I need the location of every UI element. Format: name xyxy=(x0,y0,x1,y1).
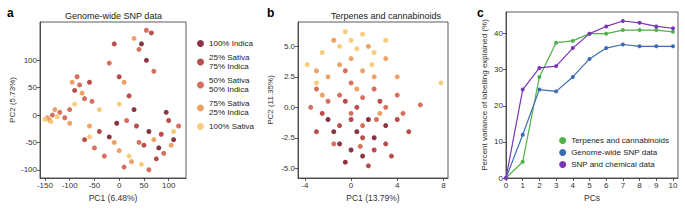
svg-text:5.0: 5.0 xyxy=(284,42,296,51)
svg-text:Terpenes and cannabinoids: Terpenes and cannabinoids xyxy=(331,11,442,21)
svg-text:-100: -100 xyxy=(62,181,79,190)
svg-text:4: 4 xyxy=(395,181,400,190)
svg-text:10: 10 xyxy=(669,181,678,190)
svg-text:100% Indica: 100% Indica xyxy=(209,39,254,48)
svg-text:0: 0 xyxy=(504,181,509,190)
svg-text:b: b xyxy=(267,6,274,20)
svg-text:8: 8 xyxy=(637,181,642,190)
svg-text:25% Indica: 25% Indica xyxy=(209,108,249,117)
svg-text:-50: -50 xyxy=(25,138,37,147)
svg-text:-100: -100 xyxy=(21,165,38,174)
svg-text:50% Indica: 50% Indica xyxy=(209,85,249,94)
svg-text:3: 3 xyxy=(554,181,559,190)
svg-text:6: 6 xyxy=(604,181,609,190)
svg-text:75% Indica: 75% Indica xyxy=(209,62,249,71)
svg-text:50% Sativa: 50% Sativa xyxy=(209,76,252,85)
svg-text:0: 0 xyxy=(349,181,354,190)
svg-text:Genome-wide SNP data: Genome-wide SNP data xyxy=(571,148,658,157)
svg-text:a: a xyxy=(7,6,14,20)
svg-text:0: 0 xyxy=(498,173,503,183)
svg-text:Percent variance of labelling: Percent variance of labelling explained … xyxy=(480,19,489,171)
svg-text:7: 7 xyxy=(621,181,626,190)
svg-text:c: c xyxy=(477,6,484,20)
svg-text:-5.0: -5.0 xyxy=(281,164,295,173)
svg-text:PC2 (11.35%): PC2 (11.35%) xyxy=(266,75,275,125)
svg-text:2.5: 2.5 xyxy=(284,72,296,81)
svg-text:PC1 (6.48%): PC1 (6.48%) xyxy=(89,193,138,203)
svg-text:4: 4 xyxy=(571,181,576,190)
svg-text:0: 0 xyxy=(117,181,122,190)
svg-text:20: 20 xyxy=(494,101,503,110)
svg-text:100% Sativa: 100% Sativa xyxy=(209,122,254,131)
svg-text:50: 50 xyxy=(139,181,148,190)
svg-text:-2.5: -2.5 xyxy=(281,133,295,142)
svg-text:1: 1 xyxy=(520,181,525,190)
svg-text:PCs: PCs xyxy=(584,193,600,203)
svg-text:0.0: 0.0 xyxy=(284,103,296,112)
svg-text:SNP and chemical data: SNP and chemical data xyxy=(571,160,655,169)
svg-text:40: 40 xyxy=(494,29,503,38)
svg-text:30: 30 xyxy=(494,65,503,74)
svg-text:Genome-wide SNP data: Genome-wide SNP data xyxy=(65,11,162,21)
svg-text:100: 100 xyxy=(162,181,176,190)
svg-text:-50: -50 xyxy=(89,181,101,190)
svg-text:PC1 (13.79%): PC1 (13.79%) xyxy=(346,193,400,203)
svg-text:0: 0 xyxy=(33,111,38,120)
svg-text:9: 9 xyxy=(654,181,659,190)
svg-text:75% Sativa: 75% Sativa xyxy=(209,99,252,108)
svg-text:PC2 (5.73%): PC2 (5.73%) xyxy=(8,77,17,123)
svg-text:5: 5 xyxy=(587,181,592,190)
svg-text:50: 50 xyxy=(28,83,37,92)
svg-text:8: 8 xyxy=(441,181,446,190)
svg-text:10: 10 xyxy=(494,137,503,146)
svg-text:Terpenes and cannabinoids: Terpenes and cannabinoids xyxy=(571,136,669,145)
svg-text:-150: -150 xyxy=(37,181,54,190)
svg-text:25% Sativa: 25% Sativa xyxy=(209,53,252,62)
svg-text:2: 2 xyxy=(537,181,542,190)
svg-text:100: 100 xyxy=(24,56,38,65)
svg-text:-4: -4 xyxy=(301,181,309,190)
